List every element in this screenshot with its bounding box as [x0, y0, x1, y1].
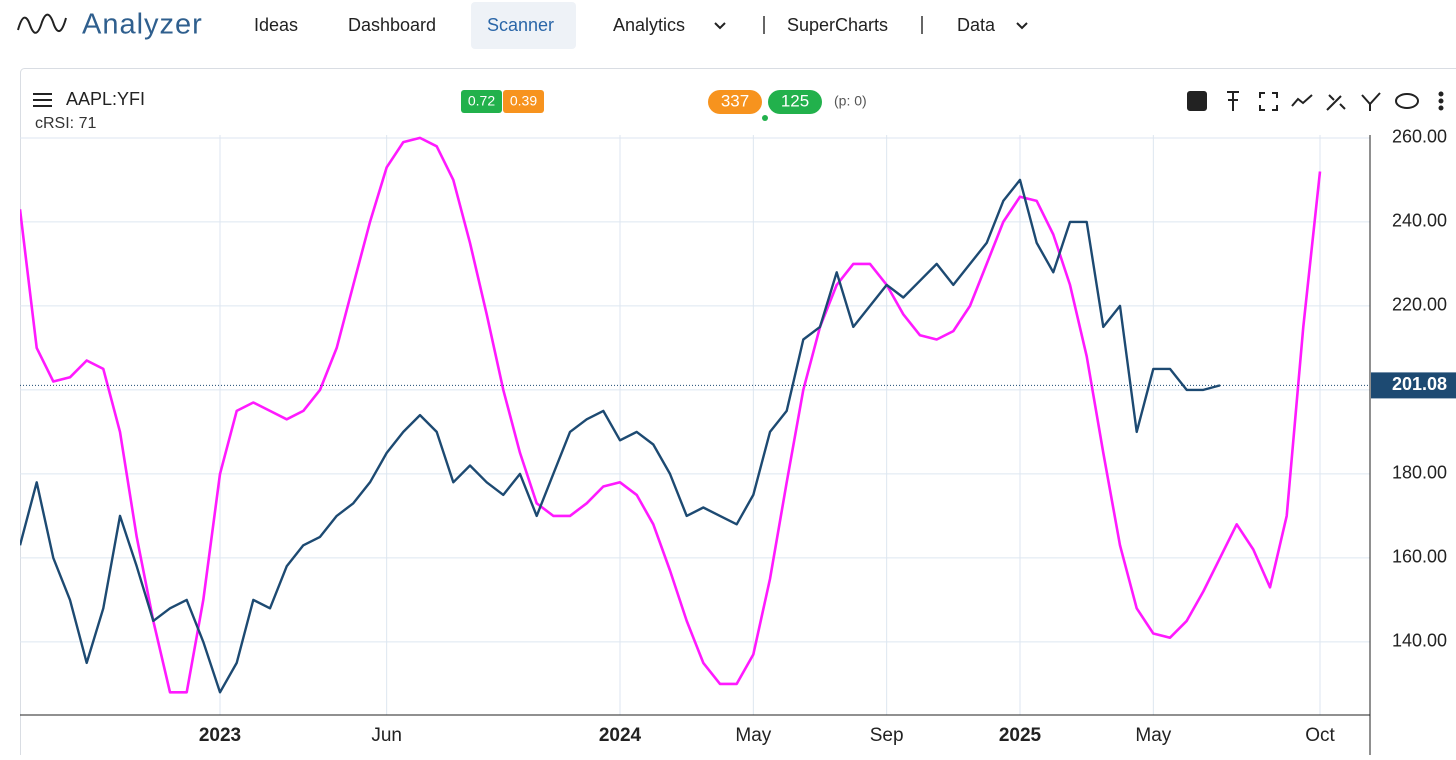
- nav-item[interactable]: SuperCharts: [787, 15, 888, 35]
- logo[interactable]: [18, 15, 66, 33]
- compare-icon[interactable]: [1362, 93, 1380, 111]
- y-tick-label: 220.00: [1392, 295, 1447, 315]
- y-tick-label: 140.00: [1392, 631, 1447, 651]
- y-tick-label: 240.00: [1392, 211, 1447, 231]
- x-tick-label: Oct: [1305, 725, 1335, 746]
- symbol[interactable]: AAPL:YFI: [66, 89, 145, 109]
- x-tick-label: Jun: [371, 725, 402, 746]
- menu-icon[interactable]: [33, 94, 52, 106]
- nav-item[interactable]: Scanner: [487, 15, 554, 35]
- x-tick-label: May: [1135, 725, 1171, 746]
- nav-bar: Ideas Dashboard Scanner Analytics SuperChart…: [254, 2, 1027, 49]
- chevron: [1017, 23, 1027, 28]
- y-tick-label: 180.00: [1392, 463, 1447, 483]
- save-icon[interactable]: [1188, 92, 1206, 110]
- count-label: 337: [721, 91, 749, 110]
- indicator-legend: cRSI: 71: [35, 115, 96, 132]
- eye-icon[interactable]: [1396, 94, 1418, 108]
- badge-label: 0.39: [510, 93, 537, 109]
- x-tick-label: 2025: [999, 725, 1042, 746]
- last-price-label: 201.08: [1392, 374, 1447, 394]
- status-dot: [762, 115, 768, 121]
- brand[interactable]: Analyzer: [82, 9, 203, 41]
- nav-item[interactable]: Dashboard: [348, 15, 436, 35]
- x-tick-label: May: [735, 725, 771, 746]
- nav-item[interactable]: Data: [957, 15, 996, 35]
- draw-icon[interactable]: [1327, 95, 1345, 110]
- y-tick-label: 260.00: [1392, 127, 1447, 147]
- fullscreen-icon[interactable]: [1260, 93, 1277, 110]
- nav-item[interactable]: Ideas: [254, 15, 298, 35]
- x-tick-label: Sep: [870, 725, 904, 746]
- header-badges: 0.72 0.39 337 125: [461, 90, 822, 114]
- pin-icon[interactable]: [1227, 92, 1239, 111]
- chart: 2023 Jun 2024 May Sep 2025 May Oct 140.00 160.00 1…: [20, 127, 1456, 755]
- x-tick-label: 2024: [599, 725, 642, 746]
- toolbar: [1188, 92, 1443, 111]
- indicator-icon[interactable]: [1292, 95, 1312, 106]
- count-label: 125: [781, 91, 809, 110]
- chevron: [715, 23, 725, 28]
- series-line: [20, 138, 1320, 692]
- y-tick-label: 160.00: [1392, 547, 1447, 567]
- nav-item[interactable]: Analytics: [613, 15, 685, 35]
- note: (p: 0): [834, 93, 867, 109]
- badge-label: 0.72: [468, 93, 495, 109]
- x-tick-label: 2023: [199, 725, 241, 746]
